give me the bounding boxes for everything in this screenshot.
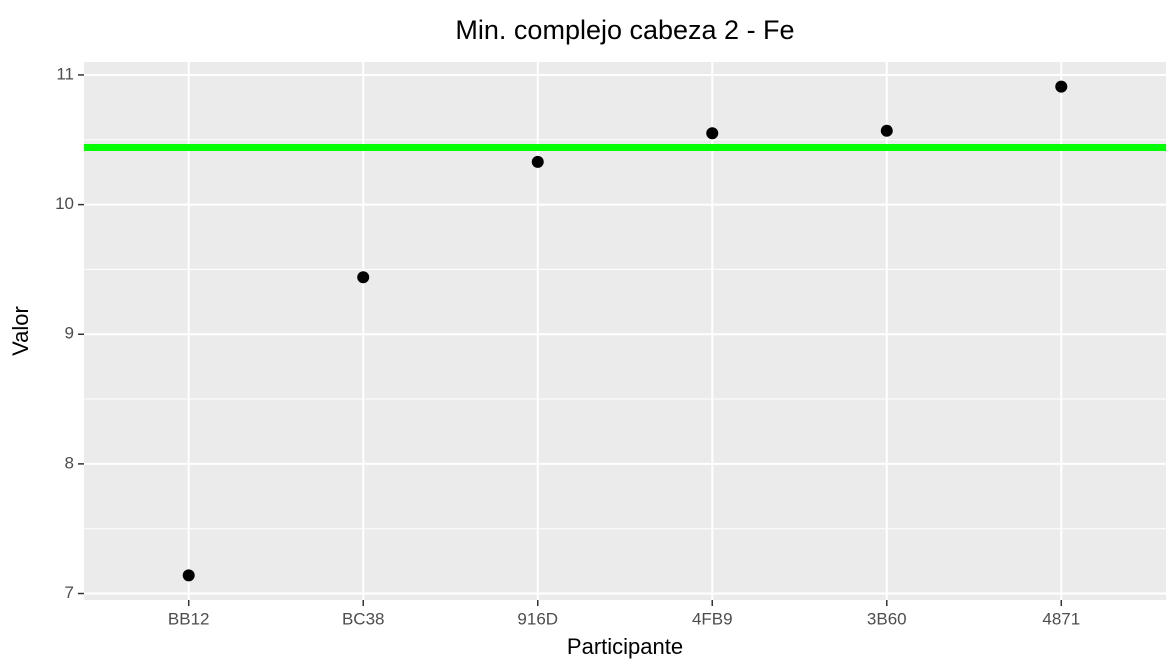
- y-tick-label: 8: [65, 453, 74, 472]
- chart-title: Min. complejo cabeza 2 - Fe: [455, 15, 794, 45]
- point: [531, 155, 544, 168]
- x-tick-label: BC38: [342, 609, 385, 628]
- y-tick-label: 9: [65, 324, 74, 343]
- point: [880, 124, 893, 137]
- point: [357, 271, 370, 284]
- x-tick-label: BB12: [168, 609, 210, 628]
- y-tick-label: 10: [55, 194, 74, 213]
- y-tick-label: 7: [65, 583, 74, 602]
- x-tick-label: 4871: [1042, 609, 1080, 628]
- x-tick-label: 916D: [517, 609, 558, 628]
- x-tick-label: 3B60: [867, 609, 907, 628]
- point: [706, 127, 719, 140]
- y-axis-title: Valor: [8, 306, 33, 356]
- x-tick-label: 4FB9: [692, 609, 733, 628]
- point: [1055, 80, 1068, 93]
- y-tick-label: 11: [56, 64, 74, 83]
- point: [182, 569, 195, 582]
- x-axis-title: Participante: [567, 634, 683, 659]
- panel: [84, 62, 1166, 600]
